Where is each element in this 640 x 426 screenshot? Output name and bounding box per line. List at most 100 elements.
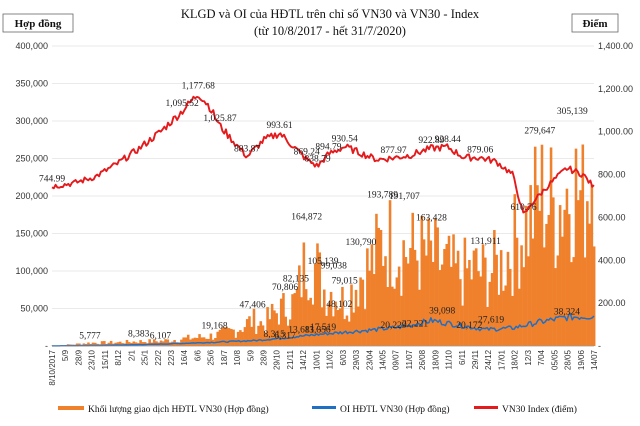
x-tick-label: 18/02 <box>511 349 520 370</box>
volume-bar <box>431 261 435 346</box>
volume-bar <box>524 205 528 346</box>
volume-bar <box>318 252 322 346</box>
volume-bar <box>148 339 151 346</box>
data-label: 305,139 <box>557 107 588 117</box>
gridlines <box>52 45 594 309</box>
left-axis: - 50,000 100,000 150,000 200,000 250,000 300,0… <box>15 41 48 351</box>
volume-bar <box>200 337 204 346</box>
volume-bar <box>490 273 494 346</box>
volume-bar <box>347 321 351 346</box>
data-label: 13,681 <box>288 326 314 336</box>
left-tick-label: 350,000 <box>15 79 48 89</box>
volume-bar <box>368 270 371 346</box>
volume-bar <box>497 294 501 346</box>
volume-bar <box>472 250 476 346</box>
volume-bar <box>298 265 301 346</box>
volume-bar <box>540 144 544 346</box>
volume-bar <box>400 295 403 346</box>
volume-bar <box>277 324 281 346</box>
volume-bar <box>341 286 344 346</box>
left-tick-label: 100,000 <box>15 266 48 276</box>
x-tick-label: 5/9 <box>61 349 70 361</box>
volume-bar <box>223 327 226 346</box>
volume-bar <box>366 248 369 346</box>
data-label: 39,098 <box>429 307 455 317</box>
volume-bar <box>316 243 319 346</box>
x-tick-label: 28/9 <box>260 349 269 365</box>
volume-bar <box>216 331 219 346</box>
data-label: 877.97 <box>380 146 406 156</box>
volume-bar <box>590 184 594 346</box>
volume-bar <box>450 266 453 346</box>
series-lines <box>51 95 595 347</box>
data-label: 193,789 <box>367 191 398 201</box>
volume-bar <box>499 250 503 346</box>
data-label: 47,406 <box>239 300 265 310</box>
volume-bar <box>186 334 190 346</box>
volume-bar <box>288 319 292 346</box>
volume-bar <box>266 307 269 346</box>
volume-bar <box>345 315 349 346</box>
volume-bar <box>241 331 244 346</box>
data-label: 869.24 <box>294 148 320 158</box>
volume-bar <box>554 268 557 346</box>
volume-bar <box>386 287 390 346</box>
volume-bar <box>515 237 519 346</box>
x-tick-label: 05/05 <box>550 349 559 370</box>
left-tick-label: - <box>45 341 48 351</box>
data-label: 27,619 <box>478 315 504 325</box>
volume-bar <box>536 185 539 346</box>
volume-bar <box>325 315 328 346</box>
data-label: 20,172 <box>456 321 482 331</box>
volume-bar <box>78 343 81 346</box>
x-tick-label: 29/10 <box>273 349 282 370</box>
volume-bar <box>284 316 288 346</box>
volume-bar <box>225 327 229 346</box>
volume-bar <box>361 279 365 346</box>
volume-bar <box>109 340 113 346</box>
left-tick-label: 300,000 <box>15 116 48 126</box>
x-tick-label: 14/07 <box>590 349 599 370</box>
legend-swatch-index <box>474 406 498 409</box>
volume-bar <box>193 337 197 346</box>
x-tick-label: 8/12 <box>114 349 123 365</box>
volume-bar <box>182 337 185 346</box>
volume-bar <box>397 266 401 346</box>
volume-bar <box>502 290 505 346</box>
right-tick-label: 600.00 <box>598 212 626 222</box>
volume-bar <box>538 210 541 346</box>
volume-bar <box>565 188 569 346</box>
volume-bar <box>592 246 596 346</box>
x-tick-label: 11/02 <box>326 349 335 369</box>
volume-bar <box>533 146 537 346</box>
volume-bar <box>286 325 290 346</box>
volume-bar <box>406 263 410 346</box>
x-tick-label: 29/11 <box>471 349 480 369</box>
volume-bar <box>198 334 201 346</box>
volume-bar <box>493 230 496 346</box>
volume-bar <box>184 337 188 346</box>
data-label: 930.54 <box>332 135 358 145</box>
volume-bar <box>574 148 578 346</box>
volume-bar <box>381 265 385 346</box>
volume-bar <box>447 235 451 346</box>
legend-label-oi: OI HĐTL VN30 (Hợp đồng) <box>340 404 450 415</box>
volume-bar <box>513 194 517 346</box>
volume-bar <box>166 339 170 346</box>
x-tick-label: 23/04 <box>365 349 374 370</box>
volume-bar <box>567 214 571 346</box>
volume-bar <box>227 328 231 346</box>
volume-bar <box>474 248 478 346</box>
volume-bar <box>422 239 426 346</box>
data-label: 5,777 <box>79 332 101 342</box>
data-label: 82,135 <box>283 274 309 284</box>
volume-bar <box>420 215 424 346</box>
volume-bar <box>257 325 260 346</box>
x-tick-label: 11/07 <box>405 349 414 369</box>
volume-bar <box>302 242 306 346</box>
volume-bar <box>379 229 383 346</box>
volume-bar <box>352 312 356 346</box>
data-label: 883.87 <box>234 145 260 155</box>
volume-bar <box>563 209 566 346</box>
x-tick-label: 12/3 <box>524 349 533 365</box>
